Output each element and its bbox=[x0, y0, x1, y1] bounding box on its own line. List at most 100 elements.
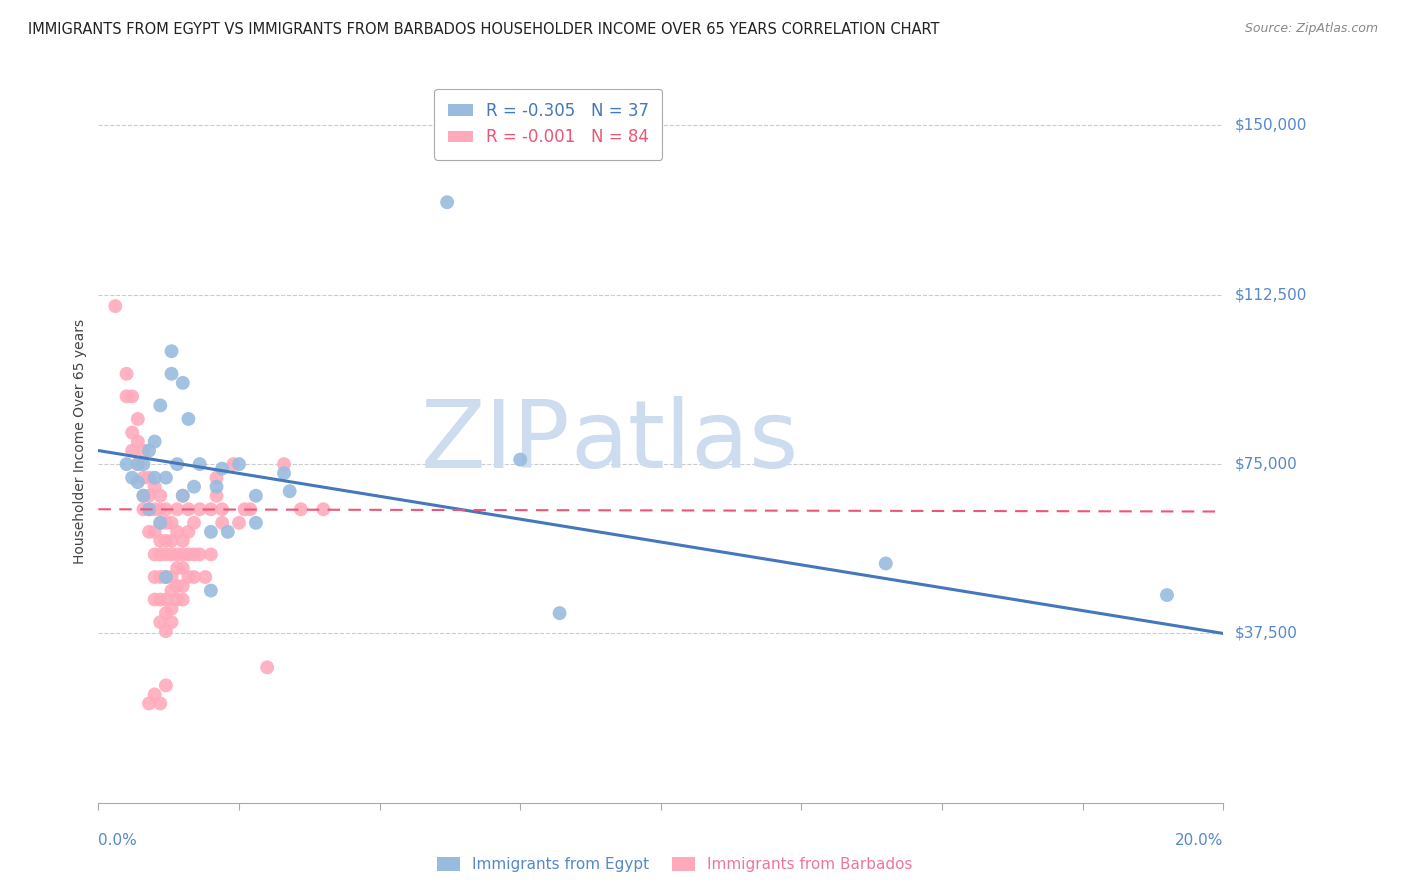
Point bbox=[155, 592, 177, 607]
Point bbox=[149, 548, 172, 562]
Point bbox=[548, 606, 571, 620]
Point bbox=[200, 524, 222, 539]
Point bbox=[205, 470, 228, 484]
Point bbox=[166, 561, 188, 575]
Point bbox=[177, 412, 200, 426]
Point bbox=[121, 389, 143, 403]
Point bbox=[155, 502, 177, 516]
Point bbox=[132, 489, 155, 503]
Point bbox=[149, 592, 172, 607]
Point bbox=[205, 480, 228, 494]
Text: 0.0%: 0.0% bbox=[98, 833, 138, 848]
Point bbox=[160, 570, 183, 584]
Point bbox=[104, 299, 127, 313]
Point bbox=[127, 457, 149, 471]
Point bbox=[132, 489, 155, 503]
Point bbox=[509, 452, 531, 467]
Point bbox=[155, 678, 177, 692]
Point bbox=[132, 502, 155, 516]
Point bbox=[132, 470, 155, 484]
Point bbox=[172, 376, 194, 390]
Point bbox=[245, 516, 267, 530]
Point bbox=[222, 457, 245, 471]
Point bbox=[172, 548, 194, 562]
Point bbox=[155, 533, 177, 548]
Legend: Immigrants from Egypt, Immigrants from Barbados: Immigrants from Egypt, Immigrants from B… bbox=[429, 849, 921, 880]
Point bbox=[1156, 588, 1178, 602]
Point bbox=[121, 470, 143, 484]
Point bbox=[127, 412, 149, 426]
Point bbox=[143, 592, 166, 607]
Point bbox=[228, 516, 250, 530]
Point bbox=[177, 570, 200, 584]
Point bbox=[278, 484, 301, 499]
Point bbox=[273, 457, 295, 471]
Point bbox=[188, 548, 211, 562]
Point bbox=[183, 480, 205, 494]
Point bbox=[155, 606, 177, 620]
Text: atlas: atlas bbox=[571, 395, 799, 488]
Point bbox=[149, 398, 172, 412]
Point bbox=[172, 579, 194, 593]
Point bbox=[143, 548, 166, 562]
Y-axis label: Householder Income Over 65 years: Householder Income Over 65 years bbox=[73, 319, 87, 564]
Point bbox=[149, 489, 172, 503]
Point bbox=[155, 570, 177, 584]
Point bbox=[436, 195, 458, 210]
Text: $150,000: $150,000 bbox=[1234, 118, 1306, 133]
Point bbox=[166, 457, 188, 471]
Point bbox=[149, 615, 172, 630]
Point bbox=[312, 502, 335, 516]
Text: IMMIGRANTS FROM EGYPT VS IMMIGRANTS FROM BARBADOS HOUSEHOLDER INCOME OVER 65 YEA: IMMIGRANTS FROM EGYPT VS IMMIGRANTS FROM… bbox=[28, 22, 939, 37]
Point bbox=[200, 548, 222, 562]
Point bbox=[290, 502, 312, 516]
Point bbox=[205, 489, 228, 503]
Point bbox=[188, 457, 211, 471]
Point bbox=[138, 489, 160, 503]
Point bbox=[211, 516, 233, 530]
Point bbox=[160, 516, 183, 530]
Point bbox=[239, 502, 262, 516]
Point bbox=[200, 583, 222, 598]
Point bbox=[155, 516, 177, 530]
Point bbox=[155, 624, 177, 639]
Point bbox=[188, 502, 211, 516]
Legend: R = -0.305   N = 37, R = -0.001   N = 84: R = -0.305 N = 37, R = -0.001 N = 84 bbox=[434, 88, 662, 160]
Point bbox=[155, 548, 177, 562]
Point bbox=[256, 660, 278, 674]
Point bbox=[115, 389, 138, 403]
Point bbox=[149, 516, 172, 530]
Text: ZIP: ZIP bbox=[422, 395, 571, 488]
Point bbox=[166, 592, 188, 607]
Point bbox=[233, 502, 256, 516]
Point bbox=[177, 524, 200, 539]
Point bbox=[166, 524, 188, 539]
Point bbox=[121, 425, 143, 440]
Point bbox=[143, 480, 166, 494]
Point bbox=[127, 475, 149, 490]
Point bbox=[143, 687, 166, 701]
Point bbox=[127, 434, 149, 449]
Text: $37,500: $37,500 bbox=[1234, 626, 1298, 641]
Point bbox=[160, 344, 183, 359]
Point bbox=[160, 367, 183, 381]
Point bbox=[172, 489, 194, 503]
Point bbox=[160, 548, 183, 562]
Point bbox=[217, 524, 239, 539]
Point bbox=[172, 592, 194, 607]
Text: $75,000: $75,000 bbox=[1234, 457, 1298, 472]
Point bbox=[160, 615, 183, 630]
Point bbox=[273, 466, 295, 480]
Point bbox=[121, 443, 143, 458]
Point bbox=[115, 367, 138, 381]
Point bbox=[127, 457, 149, 471]
Point bbox=[211, 502, 233, 516]
Point bbox=[149, 516, 172, 530]
Point bbox=[155, 470, 177, 484]
Point bbox=[183, 548, 205, 562]
Point bbox=[160, 533, 183, 548]
Point bbox=[143, 470, 166, 484]
Point bbox=[177, 548, 200, 562]
Point bbox=[172, 489, 194, 503]
Point bbox=[160, 601, 183, 615]
